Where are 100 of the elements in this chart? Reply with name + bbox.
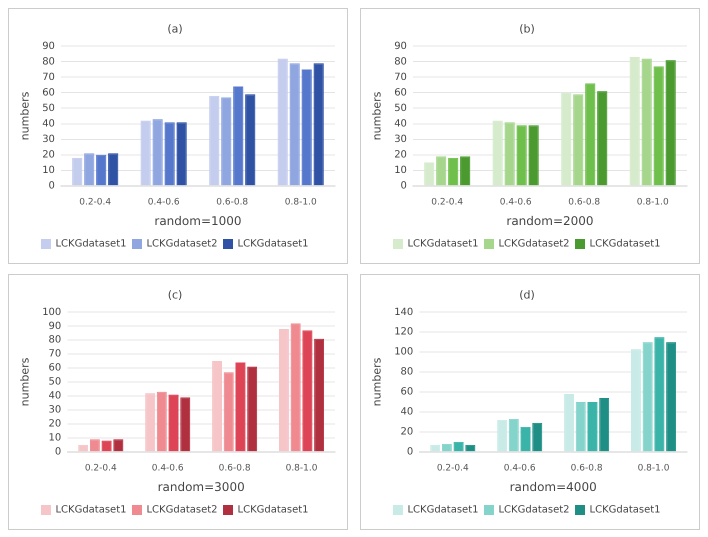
y-tick-label: 50 (48, 376, 62, 388)
y-tick-label: 30 (394, 134, 407, 145)
chart-title: (b) (519, 22, 535, 36)
y-axis-title: numbers (370, 91, 384, 140)
chart-title: (c) (168, 288, 182, 302)
y-tick-label: 30 (48, 404, 62, 416)
bar (290, 323, 301, 452)
bar (84, 153, 94, 186)
bar (96, 154, 106, 186)
bar (492, 120, 503, 186)
y-axis-title: numbers (370, 357, 384, 406)
legend-label: LCKGdataset2 (498, 238, 570, 250)
y-tick-label: 100 (394, 346, 414, 358)
x-tick-label: 0.6-0.8 (568, 198, 600, 208)
x-tick-label: 0.2-0.4 (431, 198, 464, 208)
bar (233, 86, 244, 186)
bar (247, 366, 258, 452)
y-tick-label: 60 (48, 362, 62, 374)
chart-title: (d) (519, 288, 535, 302)
bar (436, 156, 446, 186)
bar (504, 122, 515, 186)
y-tick-label: 50 (394, 102, 407, 114)
bar (497, 420, 508, 452)
legend-label: LCKGdataset2 (498, 504, 570, 516)
bar (278, 328, 289, 452)
legend-label: LCKGdataset1 (238, 238, 309, 250)
x-tick-label: 0.8-1.0 (286, 464, 318, 474)
y-tick-label: 0 (400, 180, 407, 192)
bar (224, 372, 234, 452)
y-axis-title: numbers (18, 91, 32, 140)
x-tick-label: 0.8-1.0 (284, 198, 317, 208)
y-tick-label: 40 (48, 390, 62, 402)
bar (245, 94, 256, 186)
bar (532, 422, 542, 452)
x-tick-label: 0.2-0.4 (84, 464, 117, 474)
y-tick-label: 10 (42, 164, 55, 176)
bar (140, 120, 151, 186)
y-tick-label: 40 (42, 118, 55, 130)
y-tick-label: 90 (42, 40, 55, 52)
y-tick-label: 70 (48, 348, 62, 360)
bar (642, 342, 653, 452)
x-tick-label: 0.4-0.6 (504, 464, 536, 474)
y-tick-label: 20 (48, 418, 62, 430)
legend-label: LCKGdataset1 (55, 238, 126, 250)
legend-label: LCKGdataset1 (55, 504, 126, 516)
bar (642, 58, 652, 186)
y-tick-label: 70 (394, 72, 407, 83)
bar (654, 337, 664, 452)
y-axis-title: numbers (18, 357, 32, 406)
bar (597, 91, 608, 186)
y-tick-label: 10 (48, 432, 62, 444)
bar (221, 97, 232, 186)
legend-label: LCKGdataset1 (238, 504, 309, 516)
x-tick-label: 0.6-0.8 (216, 198, 248, 208)
bar (654, 66, 664, 186)
legend-label: LCKGdataset1 (407, 504, 478, 516)
bar (302, 69, 312, 186)
bar (108, 153, 118, 186)
bar (666, 60, 676, 186)
bar (302, 330, 312, 452)
y-tick-label: 90 (48, 320, 62, 332)
y-tick-label: 80 (48, 334, 62, 346)
y-tick-label: 50 (42, 102, 55, 114)
x-axis-title: random=1000 (154, 214, 242, 228)
bar (599, 398, 610, 452)
bar (164, 122, 175, 186)
x-tick-label: 0.2-0.4 (436, 464, 469, 474)
bar (152, 119, 163, 186)
x-tick-label: 0.6-0.8 (570, 464, 603, 474)
y-tick-label: 60 (42, 87, 55, 98)
bar (176, 122, 187, 186)
bar (630, 57, 640, 186)
bar (576, 402, 586, 452)
bar (72, 158, 82, 186)
bar (666, 342, 676, 452)
bar (145, 393, 156, 452)
y-tick-label: 80 (42, 56, 55, 68)
y-tick-label: 10 (394, 164, 407, 176)
x-tick-label: 0.2-0.4 (79, 198, 112, 208)
bar (180, 397, 190, 452)
bar (168, 394, 179, 452)
bar (561, 92, 572, 186)
x-axis-title: random=2000 (506, 214, 594, 228)
legend-label: LCKGdataset2 (146, 504, 218, 516)
y-tick-label: 30 (42, 134, 55, 145)
bar (516, 125, 527, 186)
y-tick-label: 0 (48, 180, 55, 192)
x-tick-label: 0.4-0.6 (152, 464, 184, 474)
bar (460, 156, 470, 186)
x-tick-label: 0.8-1.0 (636, 198, 669, 208)
bar (424, 162, 434, 186)
legend-label: LCKGdataset1 (590, 504, 661, 516)
y-tick-label: 100 (42, 306, 62, 318)
bar (212, 361, 222, 452)
y-tick-label: 20 (394, 149, 407, 160)
bar (564, 394, 574, 452)
bar (630, 349, 641, 452)
y-tick-label: 80 (394, 56, 407, 68)
y-tick-label: 0 (54, 446, 62, 458)
bar (448, 158, 458, 186)
